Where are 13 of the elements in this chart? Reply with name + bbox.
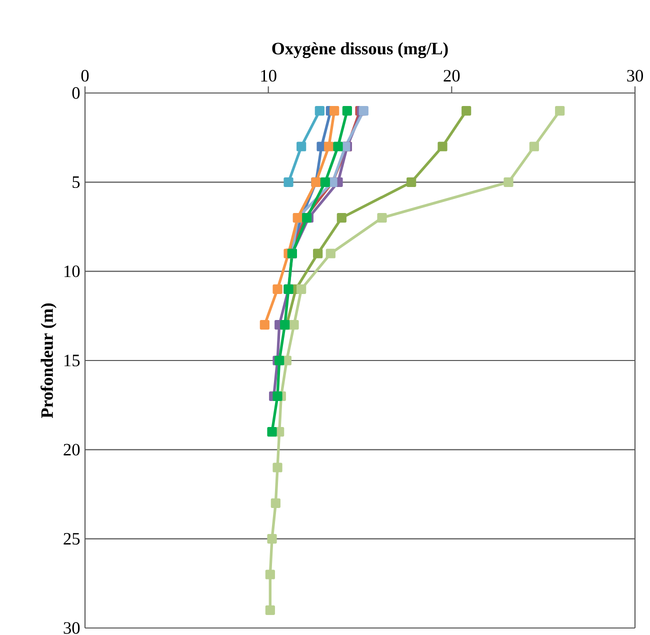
y-tick-label: 25 — [64, 533, 80, 545]
y-tick-label: 10 — [64, 265, 80, 278]
x-tick-label: 30 — [627, 70, 644, 82]
y-axis-title: Profondeur (m) — [40, 303, 56, 418]
y-tick-label: 0 — [72, 87, 80, 99]
y-tick-label: 30 — [64, 622, 80, 634]
x-axis-title: Oxygène dissous (mg/L) — [272, 42, 448, 58]
y-tick-label: 5 — [72, 176, 80, 188]
x-tick-label: 20 — [444, 70, 460, 82]
y-tick-label: 15 — [64, 354, 80, 366]
x-tick-label: 10 — [261, 70, 276, 82]
y-tick-label: 20 — [64, 444, 80, 456]
x-tick-label: 0 — [81, 70, 89, 82]
